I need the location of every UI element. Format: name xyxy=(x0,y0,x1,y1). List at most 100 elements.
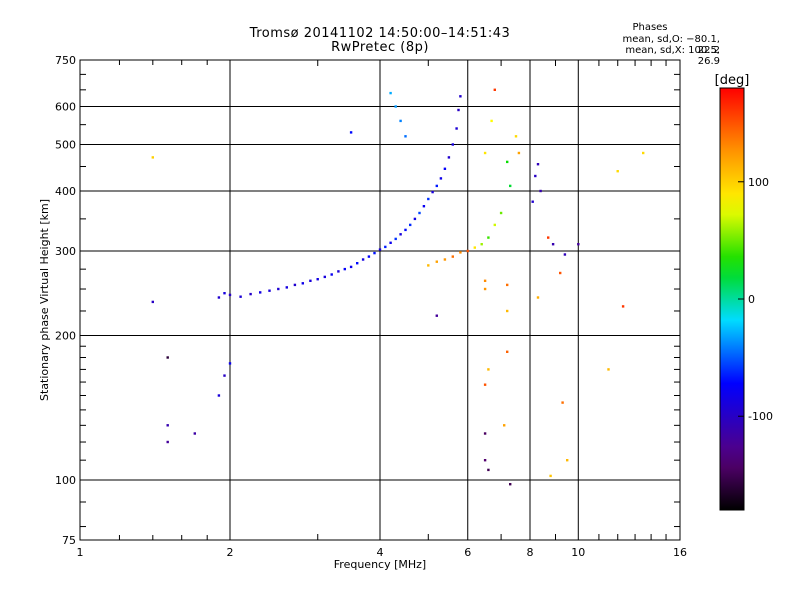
data-point-o xyxy=(343,267,346,271)
y-axis-label: Stationary phase Virtual Height [km] xyxy=(38,199,51,401)
data-point-o xyxy=(337,270,340,273)
data-point-x xyxy=(509,184,512,188)
data-point-o xyxy=(373,251,376,255)
y-tick-label: 100 xyxy=(55,474,76,487)
data-point-o xyxy=(418,211,421,215)
x-axis-label: Frequency [MHz] xyxy=(334,558,426,571)
data-point-o xyxy=(399,119,402,123)
data-point-x xyxy=(490,119,493,123)
data-point-x xyxy=(473,246,476,249)
data-point-x xyxy=(621,305,625,308)
data-point-o xyxy=(422,205,426,208)
data-point-x xyxy=(517,151,521,155)
data-point-o xyxy=(309,279,312,282)
data-point-x xyxy=(642,151,645,155)
data-point-x xyxy=(151,156,154,159)
data-point-x xyxy=(487,236,490,239)
data-point-x xyxy=(466,249,469,253)
phase-o-stats: mean, sd,O: −80.1, 22.2 xyxy=(622,34,720,56)
data-point-x xyxy=(506,283,509,287)
data-point-x xyxy=(514,135,518,138)
data-point-o xyxy=(531,200,534,203)
data-point-x xyxy=(493,223,496,227)
data-point-o xyxy=(389,241,392,244)
x-tick-label: 1 xyxy=(77,546,84,559)
data-point-o xyxy=(443,167,447,170)
data-point-o xyxy=(459,95,462,98)
data-point-o xyxy=(534,174,537,178)
data-point-o xyxy=(166,424,169,427)
data-point-o xyxy=(293,283,297,287)
data-point-o xyxy=(361,258,365,261)
data-point-o xyxy=(217,394,221,397)
phase-label: Phases xyxy=(632,22,668,33)
colorbar-tick-label: -100 xyxy=(748,410,773,423)
data-point-o xyxy=(301,282,304,285)
data-point-x xyxy=(566,459,569,462)
data-point-x xyxy=(493,88,496,91)
x-tick-label: 10 xyxy=(571,546,585,559)
data-point-o xyxy=(577,243,580,246)
data-point-x xyxy=(483,459,487,462)
data-point-o xyxy=(563,253,567,256)
data-point-o xyxy=(451,143,454,146)
data-point-x xyxy=(487,368,490,371)
data-point-o xyxy=(394,105,397,108)
y-tick-label: 75 xyxy=(62,534,76,547)
data-point-o xyxy=(239,295,242,298)
data-point-o xyxy=(349,131,353,134)
x-tick-label: 8 xyxy=(527,546,534,559)
data-point-o xyxy=(539,189,542,193)
data-point-o xyxy=(223,292,226,295)
y-tick-label: 200 xyxy=(55,330,76,343)
data-point-o xyxy=(447,156,451,159)
data-point-o xyxy=(536,163,540,166)
data-point-o xyxy=(166,440,169,444)
phase-x-stats: mean, sd,X: 100.5, 26.9 xyxy=(625,45,720,67)
data-point-x xyxy=(616,170,619,173)
data-point-o xyxy=(277,287,280,291)
x-tick-label: 2 xyxy=(227,546,234,559)
data-point-o xyxy=(409,223,412,227)
data-point-x xyxy=(561,401,564,404)
data-point-o xyxy=(389,91,392,95)
colorbar-label: [deg] xyxy=(715,73,750,88)
data-point-o xyxy=(404,228,407,232)
data-point-o xyxy=(378,248,382,251)
data-point-o xyxy=(228,293,232,297)
data-point-o xyxy=(435,184,438,188)
data-point-x xyxy=(459,251,462,254)
data-point-o xyxy=(285,286,288,289)
data-point-x xyxy=(547,236,550,239)
data-point-x xyxy=(506,350,509,353)
data-point-o xyxy=(259,291,262,294)
data-point-x xyxy=(509,483,512,486)
data-point-o xyxy=(151,300,154,304)
data-point-o xyxy=(413,217,417,221)
data-point-x xyxy=(499,211,503,215)
data-point-o xyxy=(356,262,359,265)
colorbar-tick-label: 100 xyxy=(748,176,769,189)
data-point-o xyxy=(249,292,252,296)
y-tick-label: 300 xyxy=(55,245,76,258)
data-point-x xyxy=(503,424,506,427)
data-point-x xyxy=(427,264,430,267)
data-point-o xyxy=(268,289,271,292)
data-point-o xyxy=(457,108,460,112)
data-point-x xyxy=(506,160,509,164)
data-point-o xyxy=(217,296,221,299)
data-point-x xyxy=(483,279,487,282)
colorbar-tick-label: 0 xyxy=(748,293,755,306)
data-point-o xyxy=(435,314,438,317)
x-tick-label: 6 xyxy=(464,546,471,559)
data-point-x xyxy=(435,260,438,263)
data-point-x xyxy=(483,287,487,291)
data-point-x xyxy=(483,432,487,435)
y-tick-label: 400 xyxy=(55,185,76,198)
chart-title: Tromsø 20141102 14:50:00–14:51:43 xyxy=(249,26,511,41)
data-point-x xyxy=(607,368,610,371)
data-point-o xyxy=(323,275,326,279)
data-point-x xyxy=(166,356,169,359)
data-point-x xyxy=(483,151,487,155)
